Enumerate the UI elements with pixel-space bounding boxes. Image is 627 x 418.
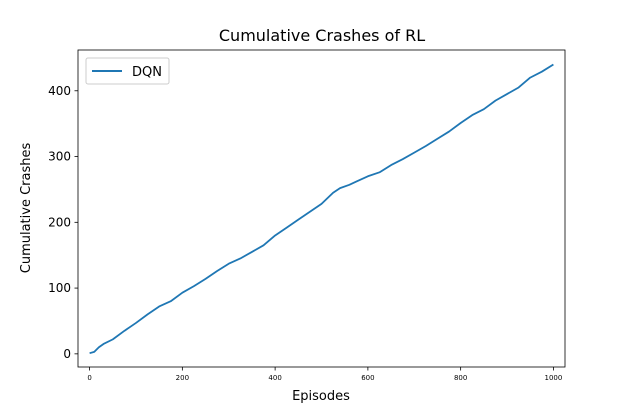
legend: DQN — [85, 57, 170, 85]
x-tick-label: 400 — [268, 374, 281, 382]
plot-frame — [77, 49, 566, 368]
y-axis-label: Cumulative Crashes — [19, 143, 34, 274]
x-tick-label: 600 — [361, 374, 374, 382]
chart-title: Cumulative Crashes of RL — [219, 26, 425, 45]
y-tick-label: 200 — [48, 215, 71, 229]
legend-box — [85, 57, 170, 85]
y-tick-label: 400 — [48, 84, 71, 98]
x-axis: 0 200 400 600 800 1000 — [87, 367, 562, 382]
x-tick-label: 0 — [87, 374, 91, 382]
series-line-dqn — [89, 63, 554, 355]
y-tick-label: 0 — [63, 347, 71, 361]
y-tick-label: 300 — [48, 150, 71, 164]
x-tick-label: 800 — [454, 374, 467, 382]
y-tick-label: 100 — [48, 281, 71, 295]
x-tick-label: 1000 — [544, 374, 562, 382]
x-axis-label: Episodes — [292, 389, 350, 404]
x-tick-label: 200 — [176, 374, 189, 382]
plot-area — [89, 63, 554, 355]
legend-label-dqn: DQN — [132, 65, 162, 80]
y-axis: 0 100 200 300 400 — [48, 84, 78, 361]
